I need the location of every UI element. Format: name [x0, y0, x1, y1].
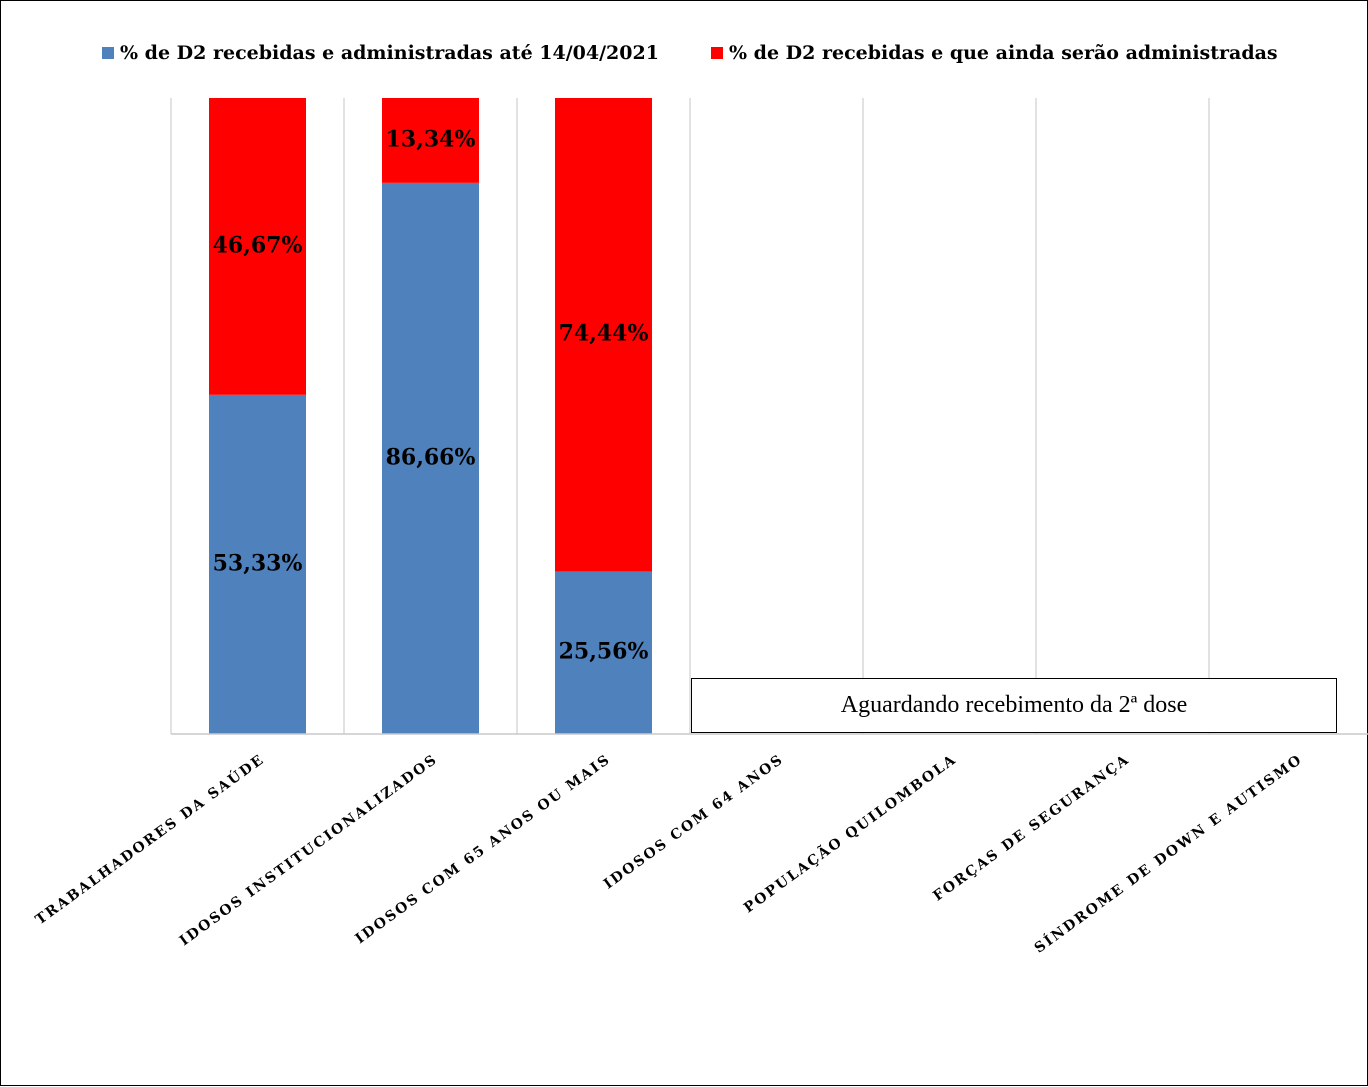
category-tick-label: FORÇAS DE SEGURANÇA: [930, 751, 1133, 904]
data-label: 46,67%: [213, 232, 303, 258]
bars: [209, 98, 652, 734]
data-label: 25,56%: [559, 639, 649, 665]
data-label: 13,34%: [386, 126, 476, 152]
legend-label-2: % de D2 recebidas e que ainda serão admi…: [729, 42, 1278, 64]
bar-segment-pending: [209, 98, 306, 395]
bar-segment-administered: [382, 182, 479, 734]
pending-annotation-text: Aguardando recebimento da 2ª dose: [840, 692, 1188, 718]
category-tick-label: IDOSOS COM 64 ANOS: [601, 751, 787, 892]
bar-segment-pending: [555, 98, 652, 572]
data-label: 74,44%: [559, 321, 649, 347]
bar-segment-administered: [209, 394, 306, 734]
bar-segment-administered: [555, 571, 652, 734]
category-tick-label: SÍNDROME DE DOWN E AUTISMO: [1030, 750, 1305, 957]
legend-swatch-1: [102, 47, 114, 59]
data-label: 53,33%: [213, 550, 303, 576]
legend: % de D2 recebidas e administradas até 14…: [102, 42, 1278, 64]
pending-annotation-box: Aguardando recebimento da 2ª dose: [691, 678, 1337, 733]
legend-label-1: % de D2 recebidas e administradas até 14…: [120, 42, 659, 64]
data-labels: 53,33% 46,67% 86,66% 13,34% 25,56% 74,44%: [213, 126, 649, 664]
bar-segment-pending: [382, 98, 479, 183]
gridlines: [170, 98, 1210, 734]
data-label: 86,66%: [386, 444, 476, 470]
legend-swatch-2: [711, 47, 723, 59]
